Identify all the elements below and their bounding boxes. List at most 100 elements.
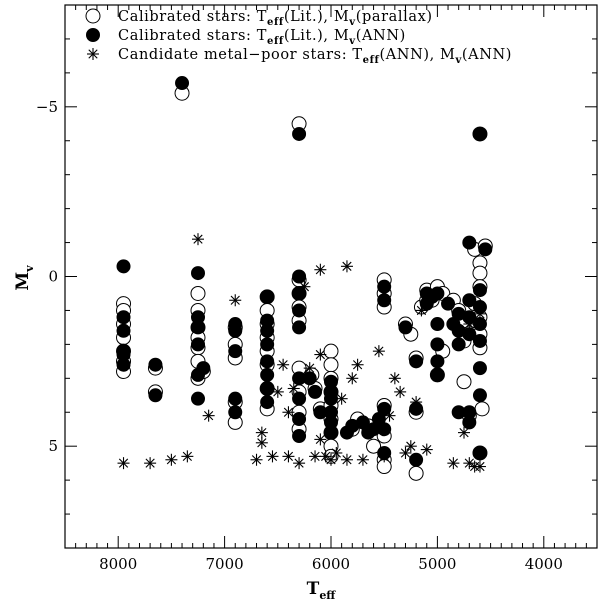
ann-point bbox=[292, 412, 307, 427]
candidate-point bbox=[335, 392, 348, 405]
legend-marker-filled-circle bbox=[86, 28, 100, 42]
y-tick-label: 5 bbox=[48, 437, 58, 455]
x-tick-label: 4000 bbox=[525, 555, 563, 573]
ann-point bbox=[409, 452, 424, 467]
ann-point bbox=[148, 357, 163, 372]
candidate-point bbox=[181, 450, 194, 463]
parallax-point bbox=[472, 265, 488, 281]
parallax-point bbox=[408, 465, 424, 481]
ann-point bbox=[260, 323, 275, 338]
series-candidate bbox=[117, 233, 486, 473]
axis-ticks bbox=[65, 5, 597, 548]
ann-point bbox=[148, 388, 163, 403]
candidate-point bbox=[330, 446, 343, 459]
x-axis-title-main: T bbox=[307, 579, 320, 599]
parallax-point bbox=[456, 374, 472, 390]
ann-point bbox=[191, 391, 205, 406]
plot-frame bbox=[64, 4, 598, 549]
ann-point bbox=[377, 279, 392, 294]
ann-point bbox=[260, 354, 275, 369]
candidate-point bbox=[388, 372, 401, 385]
ann-point bbox=[292, 429, 307, 444]
parallax-point bbox=[366, 438, 382, 454]
ann-point bbox=[451, 337, 466, 352]
x-tick-label: 5000 bbox=[418, 555, 456, 573]
candidate-point bbox=[271, 385, 284, 398]
ann-point bbox=[191, 320, 205, 335]
ann-point bbox=[228, 391, 243, 406]
candidate-point bbox=[325, 453, 337, 466]
ann-point bbox=[462, 235, 477, 250]
ann-point bbox=[472, 445, 487, 460]
ann-point bbox=[430, 367, 445, 382]
candidate-point bbox=[473, 460, 486, 473]
candidate-point bbox=[458, 426, 470, 439]
candidate-point bbox=[309, 450, 322, 463]
ann-point bbox=[377, 401, 392, 416]
legend-label: Calibrated stars: Teff(Lit.), Mv(paralla… bbox=[118, 9, 433, 28]
ann-point bbox=[430, 317, 445, 332]
candidate-point bbox=[298, 280, 311, 293]
candidate-point bbox=[463, 457, 476, 470]
ann-point bbox=[398, 320, 413, 335]
ann-point bbox=[462, 293, 477, 308]
candidate-point bbox=[314, 348, 327, 361]
ann-point bbox=[292, 320, 307, 335]
ann-point bbox=[292, 269, 307, 284]
candidate-point bbox=[202, 409, 215, 422]
candidate-point bbox=[255, 436, 268, 449]
ann-point bbox=[430, 286, 445, 301]
candidate-point bbox=[255, 426, 268, 439]
candidate-point bbox=[410, 396, 423, 409]
ann-point bbox=[260, 367, 275, 382]
candidate-point bbox=[351, 358, 364, 371]
candidate-point bbox=[372, 345, 385, 358]
ann-point bbox=[430, 337, 445, 352]
candidate-point bbox=[293, 457, 306, 470]
x-axis-title-sub: eff bbox=[319, 589, 336, 600]
ann-point bbox=[116, 259, 131, 274]
candidate-point bbox=[399, 446, 412, 459]
candidate-point bbox=[144, 457, 157, 470]
ann-point bbox=[260, 395, 275, 410]
candidate-point bbox=[314, 433, 327, 446]
candidate-point bbox=[192, 233, 204, 246]
ann-point bbox=[441, 296, 456, 311]
y-axis-title-main: M bbox=[13, 272, 33, 291]
ann-point bbox=[478, 242, 493, 257]
tick-labels: 8000 7000 6000 5000 4000 −5 0 5 bbox=[36, 98, 563, 573]
candidate-point bbox=[303, 362, 316, 375]
ann-point bbox=[228, 405, 243, 420]
candidate-point bbox=[378, 450, 391, 463]
y-tick-label: 0 bbox=[48, 268, 58, 286]
x-tick-label: 7000 bbox=[206, 555, 244, 573]
ann-point bbox=[472, 283, 487, 298]
ann-point bbox=[430, 354, 445, 369]
ann-point bbox=[472, 126, 487, 141]
candidate-point bbox=[383, 409, 396, 422]
ann-point bbox=[191, 337, 205, 352]
y-axis-title: Mv bbox=[13, 265, 36, 291]
parallax-point bbox=[323, 357, 339, 373]
candidate-point bbox=[346, 372, 359, 385]
candidate-point bbox=[340, 453, 353, 466]
legend-marker-open-circle bbox=[85, 8, 101, 24]
ann-point bbox=[260, 289, 275, 304]
candidate-point bbox=[314, 263, 327, 276]
candidate-point bbox=[473, 307, 486, 320]
candidate-point bbox=[165, 453, 178, 466]
candidate-point bbox=[340, 260, 353, 273]
candidate-point bbox=[229, 294, 242, 307]
ann-point bbox=[472, 388, 487, 403]
parallax-point bbox=[474, 401, 490, 417]
series-ann bbox=[116, 76, 493, 467]
candidate-point bbox=[356, 453, 369, 466]
ann-point bbox=[292, 286, 307, 301]
data-points bbox=[116, 76, 493, 481]
ann-point bbox=[191, 266, 205, 281]
ann-point bbox=[377, 422, 392, 437]
candidate-point bbox=[117, 457, 130, 470]
ann-point bbox=[324, 425, 338, 440]
x-axis-title: Teff bbox=[307, 579, 337, 600]
